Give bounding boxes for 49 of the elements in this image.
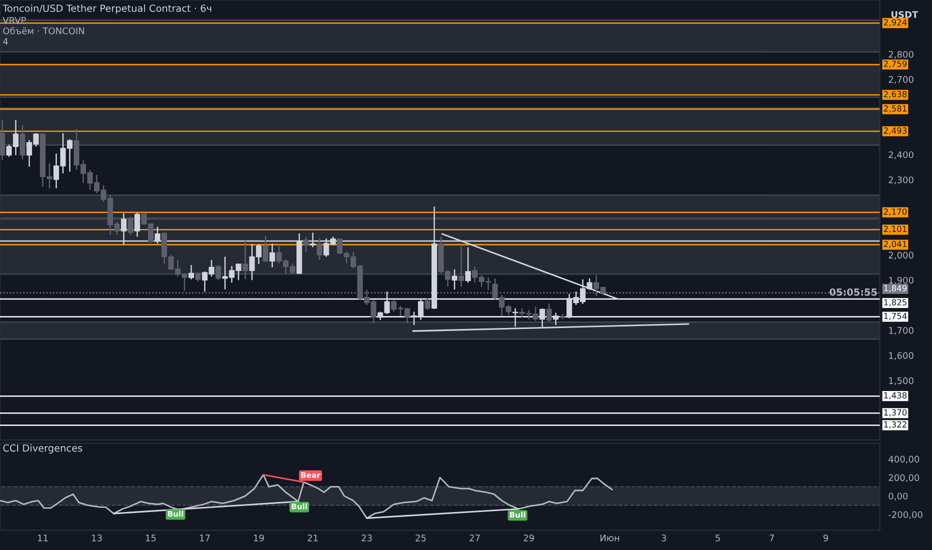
y-axis-title: USDT [892,11,918,18]
ref-line-label: 2,493 [884,127,907,135]
annotation: 05:05:55 [830,288,877,296]
ref-line-label: 1,849 [884,284,907,292]
ref-line-label: 2,170 [884,208,907,216]
y-tick-label: 2,400 [888,151,914,160]
y-tick-label: 2,000 [888,252,914,260]
x-tick-label: 11 [38,534,48,542]
annotation: 4 [3,38,8,45]
x-tick-label: 19 [254,534,264,542]
y-tick-label: 1,900 [889,276,914,285]
annotation: Объём · TONCOIN [3,27,84,34]
y-tick-label: 2,800 [888,50,914,59]
ref-line-label: 2,924 [884,19,907,26]
y-tick-label: 1,500 [889,377,914,385]
ref-line-label: 1,825 [884,299,906,306]
ref-line-label: 2,759 [884,60,907,68]
ref-line-label: 2,581 [884,105,906,112]
y-tick-label: -200,00 [888,511,922,519]
ref-line-label: 2,638 [884,90,907,98]
ref-line-label: 1,322 [884,421,906,428]
ref-line-label: 2,041 [884,240,906,248]
x-tick-label: 27 [470,534,480,542]
ref-line-label: 1,754 [884,312,907,320]
x-tick-label: 21 [308,534,318,542]
y-tick-label: 2,700 [888,76,914,84]
x-tick-label: Июн [600,534,620,542]
x-tick-label: 17 [200,534,210,542]
chart-title: Toncoin/USD Tether Perpetual Contract · 6ч [2,4,212,14]
x-tick-label: 29 [524,534,534,542]
y-tick-label: 200,00 [888,474,920,482]
annotation: VRVP [2,17,26,24]
ref-line-label: 1,370 [884,409,907,416]
x-tick-label: 5 [716,534,720,542]
x-tick-label: 9 [824,534,828,542]
y-tick-label: 1,700 [889,327,914,335]
y-tick-label: 0,00 [888,492,908,500]
y-tick-label: 1,600 [889,352,914,360]
ref-line-label: 1,438 [884,392,907,400]
x-tick-label: 3 [662,534,666,542]
chart-title: CCI Divergences [3,444,82,454]
y-tick-label: 2,300 [888,176,914,184]
x-tick-label: 23 [362,534,372,542]
x-tick-label: 15 [146,534,156,542]
x-tick-label: 7 [770,534,774,542]
x-tick-label: 25 [416,534,426,542]
y-tick-label: 400,00 [888,456,920,464]
ref-line-label: 2,101 [884,226,906,233]
x-tick-label: 13 [92,534,102,542]
